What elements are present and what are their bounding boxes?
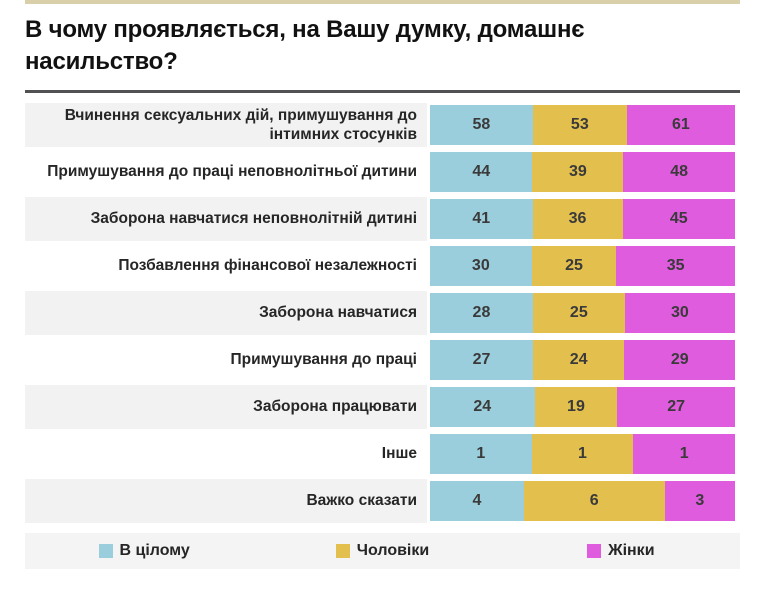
legend-label-overall: В цілому [119, 542, 190, 559]
bar-segment-women: 29 [624, 340, 735, 380]
legend-swatch-overall [98, 544, 113, 558]
bar-segment-overall: 4 [430, 481, 524, 521]
legend-item-women: Жінки [502, 542, 740, 560]
chart-row: Позбавлення фінансової незалежності 30 25 3… [25, 244, 740, 288]
bar-segment-men: 6 [523, 481, 665, 521]
stacked-bar: 24 19 27 [430, 387, 735, 427]
bar-segment-men: 25 [531, 246, 617, 286]
category-label: Заборона навчатися неповнолітній дитині [25, 197, 427, 241]
legend-swatch-women [587, 544, 602, 558]
bar-segment-overall: 24 [430, 387, 535, 427]
chart-legend: В цілому Чоловіки Жінки [25, 533, 740, 569]
bar-segment-women: 61 [626, 105, 735, 145]
legend-item-men: Чоловіки [263, 542, 501, 560]
bar-segment-overall: 28 [430, 293, 533, 333]
title-divider-rule [25, 90, 740, 93]
bar-segment-men: 1 [531, 434, 634, 474]
chart-row: Примушування до праці неповнолітньої дит… [25, 150, 740, 194]
category-label: Вчинення сексуальних дій, примушування д… [25, 103, 427, 147]
category-label: Інше [381, 445, 417, 463]
category-label: Примушування до праці [230, 351, 417, 369]
stacked-bar: 28 25 30 [430, 293, 735, 333]
chart-title: В чому проявляється, на Вашу думку, дома… [25, 16, 585, 75]
bar-segment-men: 39 [532, 152, 624, 192]
bar-segment-men: 19 [534, 387, 618, 427]
bar-segment-overall: 1 [430, 434, 532, 474]
category-label: Позбавлення фінансової незалежності [118, 257, 417, 275]
category-label: Заборона навчатися [25, 291, 427, 335]
legend-label-men: Чоловіки [356, 542, 430, 559]
bar-segment-overall: 27 [430, 340, 533, 380]
bar-segment-overall: 41 [430, 199, 533, 239]
bar-segment-women: 3 [664, 481, 735, 521]
bar-segment-women: 48 [623, 152, 735, 192]
bar-segment-men: 53 [532, 105, 627, 145]
category-label: Примушування до праці неповнолітньої дит… [47, 163, 417, 181]
legend-swatch-men [335, 544, 350, 558]
bar-segment-women: 30 [624, 293, 735, 333]
stacked-bar: 41 36 45 [430, 199, 735, 239]
bar-segment-men: 24 [532, 340, 625, 380]
stacked-bar: 30 25 35 [430, 246, 735, 286]
bar-segment-overall: 58 [430, 105, 533, 145]
stacked-bar: 27 24 29 [430, 340, 735, 380]
legend-item-overall: В цілому [25, 542, 263, 560]
chart-row: Вчинення сексуальних дій, примушування д… [25, 103, 740, 147]
category-label: Важко сказати [25, 479, 427, 523]
chart-row: Заборона навчатися неповнолітній дитині 4… [25, 197, 740, 241]
bar-segment-overall: 44 [430, 152, 533, 192]
category-label: Заборона працювати [25, 385, 427, 429]
top-accent-rule [25, 0, 740, 4]
stacked-bar: 44 39 48 [430, 152, 735, 192]
legend-label-women: Жінки [608, 542, 655, 559]
bar-segment-women: 45 [622, 199, 735, 239]
chart-row: Важко сказати 4 6 3 [25, 479, 740, 523]
bar-segment-women: 27 [617, 387, 735, 427]
bar-segment-women: 35 [616, 246, 735, 286]
bar-segment-men: 36 [532, 199, 623, 239]
bar-segment-men: 25 [532, 293, 625, 333]
bar-segment-women: 1 [633, 434, 735, 474]
chart-row: Інше 1 1 1 [25, 432, 740, 476]
chart-row: Заборона працювати 24 19 27 [25, 385, 740, 429]
bar-segment-overall: 30 [430, 246, 532, 286]
stacked-bar: 58 53 61 [430, 105, 735, 145]
chart-row: Заборона навчатися 28 25 30 [25, 291, 740, 335]
chart-rows: Вчинення сексуальних дій, примушування д… [25, 103, 740, 526]
chart-row: Примушування до праці 27 24 29 [25, 338, 740, 382]
